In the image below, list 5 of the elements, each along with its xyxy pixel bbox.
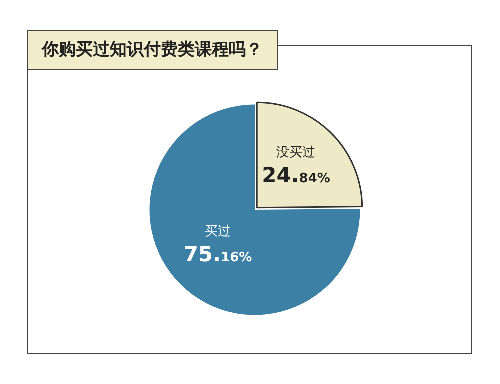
data-label: 75.16% <box>184 242 252 266</box>
data-label: 24.84% <box>262 163 330 188</box>
slice-label: 没买过 <box>276 145 316 160</box>
chart-title: 你购买过知识付费类课程吗？ <box>27 30 278 70</box>
slice-label: 买过 <box>204 224 231 240</box>
